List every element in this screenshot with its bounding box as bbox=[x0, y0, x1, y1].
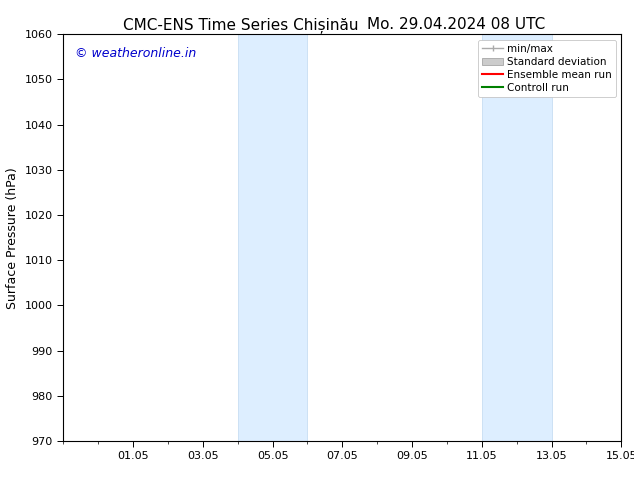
Legend: min/max, Standard deviation, Ensemble mean run, Controll run: min/max, Standard deviation, Ensemble me… bbox=[478, 40, 616, 97]
Y-axis label: Surface Pressure (hPa): Surface Pressure (hPa) bbox=[6, 167, 19, 309]
Text: Mo. 29.04.2024 08 UTC: Mo. 29.04.2024 08 UTC bbox=[367, 17, 546, 32]
Text: CMC-ENS Time Series Chișinău: CMC-ENS Time Series Chișinău bbox=[123, 17, 359, 33]
Bar bbox=[482, 34, 552, 441]
Text: © weatheronline.in: © weatheronline.in bbox=[75, 47, 196, 59]
Bar bbox=[238, 34, 307, 441]
